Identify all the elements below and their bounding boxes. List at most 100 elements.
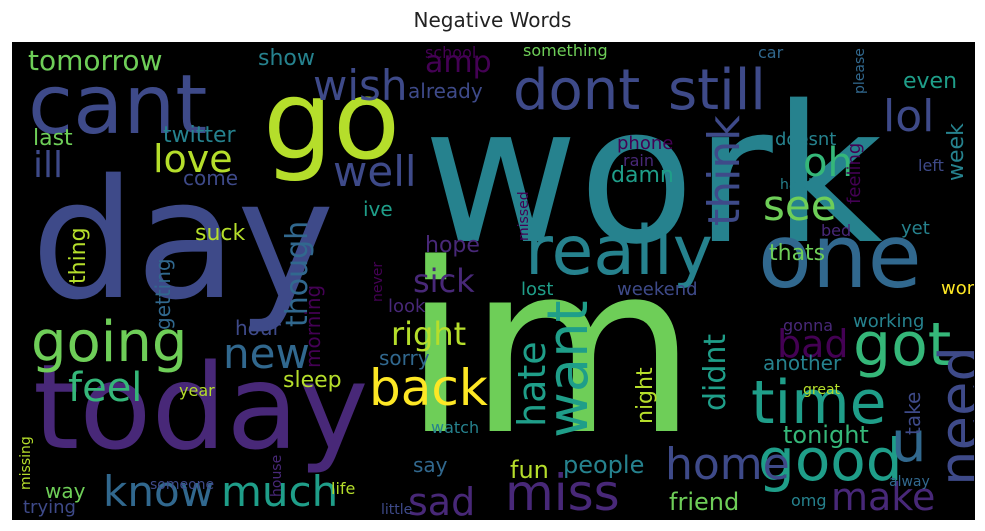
word-friend: friend (669, 488, 740, 516)
word-time: time (751, 368, 887, 438)
word-feeling: feeling (844, 142, 865, 204)
word-good: good (758, 426, 903, 494)
word-im: im (403, 214, 698, 487)
word-even: even (903, 69, 958, 94)
word-lol: lol (883, 91, 935, 142)
word-weekend: weekend (617, 279, 698, 300)
word-cloud-canvas: work im day today go cant one really dont still mi… (12, 42, 975, 520)
word-see: see (763, 181, 837, 230)
word-house: house (269, 454, 285, 497)
chart-title: Negative Words (413, 8, 572, 32)
word-wish: wish (313, 61, 408, 110)
word-missing: missing (18, 436, 34, 490)
word-much: much (221, 467, 339, 516)
word-watch: watch (431, 418, 480, 437)
word-say: say (413, 453, 448, 477)
word-show: show (258, 46, 315, 71)
word-last: last (33, 126, 73, 151)
word-way: way (45, 479, 86, 503)
word-make: make (831, 475, 936, 519)
word-new: new (223, 329, 310, 378)
word-didnt: didnt (698, 333, 733, 411)
word-go: go (263, 56, 401, 184)
word-u: u (891, 410, 927, 475)
word-phone: phone (617, 133, 674, 154)
word-yet: yet (901, 218, 930, 239)
word-getting: getting (151, 258, 175, 330)
word-fun: fun (510, 456, 549, 484)
word-think: think (699, 115, 750, 226)
word-working: working (853, 311, 925, 332)
word-ill: ill (33, 145, 64, 186)
word-week: week (944, 123, 969, 181)
word-sorry: sorry (379, 346, 430, 370)
word-lost: lost (521, 279, 554, 300)
word-hate: hate (510, 341, 554, 427)
word-know: know (103, 467, 214, 516)
word-day: day (31, 144, 335, 336)
word-tonight: tonight (783, 421, 869, 449)
word-little: little (381, 502, 413, 518)
word-dont: dont (513, 58, 641, 123)
word-need: need (928, 346, 974, 486)
word-come: come (183, 166, 239, 190)
word-cant: cant (28, 58, 208, 153)
word-got: got (853, 310, 952, 380)
word-tomorrow: tomorrow (28, 44, 163, 77)
word-cloud: work im day today go cant one really dont still mi… (13, 43, 974, 519)
word-back: back (369, 359, 488, 417)
word-alway: alway (889, 474, 930, 490)
word-hard: hard (780, 177, 812, 193)
word-doesnt: doesnt (775, 129, 837, 150)
word-twitter: twitter (163, 123, 236, 148)
word-oh: oh (803, 140, 853, 186)
word-wont: wont (941, 278, 974, 299)
word-ive: ive (363, 197, 393, 221)
word-love: love (153, 137, 233, 181)
word-bad: bad (777, 322, 849, 366)
word-trying: trying (23, 497, 76, 518)
word-suck: suck (195, 221, 246, 246)
word-already: already (408, 79, 483, 103)
word-still: still (668, 58, 766, 123)
word-sad: sad (408, 480, 476, 519)
word-night: night (633, 367, 658, 424)
word-gonna: gonna (783, 316, 834, 335)
word-well: well (333, 147, 417, 196)
word-thats: thats (769, 241, 826, 266)
word-rain: rain (623, 151, 654, 170)
word-please: please (852, 48, 868, 94)
word-hour: hour (235, 316, 281, 340)
word-someone: someone (150, 477, 215, 493)
word-another: another (763, 351, 842, 375)
word-left: left (918, 156, 944, 175)
word-car: car (758, 43, 784, 62)
word-bed: bed (821, 221, 852, 240)
word-look: look (388, 296, 426, 317)
word-amp: amp (425, 45, 492, 80)
word-people: people (563, 451, 645, 479)
word-right: right (391, 315, 467, 353)
word-one: one (758, 205, 922, 308)
word-school: school (425, 43, 477, 62)
word-omg: omg (791, 491, 827, 510)
word-sleep: sleep (283, 368, 342, 393)
word-thing: thing (66, 227, 91, 284)
word-great: great (803, 382, 841, 398)
word-going: going (31, 310, 188, 375)
word-take: take (901, 391, 925, 435)
word-feel: feel (68, 365, 143, 411)
word-morning: morning (301, 284, 325, 368)
word-sick: sick (413, 262, 475, 300)
word-work: work (423, 65, 883, 286)
word-really: really (525, 212, 713, 291)
word-home: home (665, 439, 790, 490)
word-hope: hope (425, 233, 480, 258)
word-life: life (331, 479, 356, 498)
word-missed: missed (516, 191, 532, 241)
word-damn: damn (611, 163, 674, 188)
word-something: something (523, 43, 608, 60)
word-never: never (370, 261, 386, 302)
word-year: year (179, 381, 215, 400)
word-miss: miss (505, 464, 620, 519)
